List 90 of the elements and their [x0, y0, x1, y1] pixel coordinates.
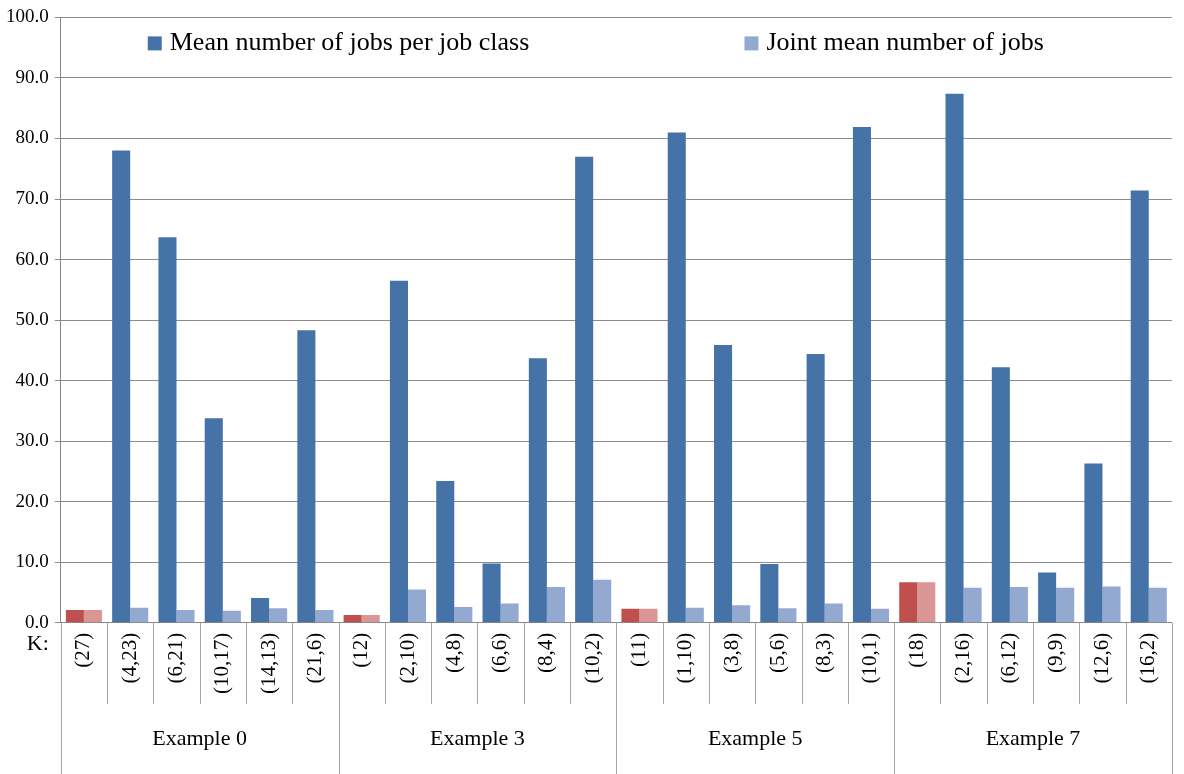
bar [158, 237, 177, 623]
bar [1009, 587, 1028, 623]
y-tick-label: 70.0 [15, 186, 49, 208]
bar [176, 610, 195, 623]
x-tick-label: (6,12) [996, 632, 1021, 684]
bar [204, 418, 223, 623]
x-tick-label: (11) [625, 632, 650, 667]
x-tick-label: (4,8) [440, 632, 465, 674]
x-tick-label: (10,17) [209, 632, 234, 695]
legend-label: Joint mean number of jobs [766, 27, 1044, 57]
bar [621, 608, 640, 623]
x-tick-label: (1,10) [672, 632, 697, 684]
x-tick-label: (14,13) [255, 632, 280, 695]
x-tick-label: (9,9) [1042, 632, 1067, 674]
bar [1102, 586, 1121, 623]
x-tick-label: (12) [348, 632, 373, 668]
x-tick-label: (16,2) [1135, 632, 1160, 684]
bar [343, 614, 362, 623]
bar [65, 610, 84, 623]
bar [917, 582, 936, 623]
y-tick-label: 30.0 [15, 429, 49, 451]
bar [963, 587, 982, 623]
bar [639, 608, 658, 623]
x-tick-label: (6,6) [487, 632, 512, 674]
bar [945, 93, 964, 623]
bar [500, 603, 519, 623]
bar [1056, 587, 1075, 623]
x-tick-label: (10,1) [857, 632, 882, 684]
bar [991, 367, 1010, 623]
bar [685, 607, 704, 623]
y-tick-label: 0.0 [25, 610, 49, 632]
bar [1130, 190, 1149, 623]
bar [389, 280, 408, 623]
bar [732, 605, 751, 623]
bar [1148, 587, 1167, 623]
bar [83, 610, 102, 623]
bar [1038, 572, 1057, 623]
x-tick-label: (8,3) [811, 632, 836, 674]
text: Example 7 [985, 724, 1081, 750]
x-axis-title: K: [26, 629, 49, 655]
x-tick-label: (2,16) [950, 632, 975, 684]
y-tick-label: 100.0 [6, 5, 49, 27]
bar [222, 610, 241, 623]
bar [482, 563, 501, 623]
bar [899, 582, 918, 623]
x-tick-label: (27) [70, 632, 95, 668]
text: Example 0 [152, 724, 247, 750]
x-tick-label: (5,6) [764, 632, 789, 674]
y-tick-label: 10.0 [15, 550, 49, 572]
text: Example 5 [707, 724, 803, 750]
y-tick-label: 40.0 [15, 368, 49, 390]
bar [593, 579, 612, 623]
bar [112, 150, 131, 623]
bar [315, 610, 334, 623]
y-tick-label: 20.0 [15, 489, 49, 511]
legend-label: Mean number of jobs per job class [169, 27, 530, 57]
bar [852, 126, 871, 623]
x-tick-label: (18) [903, 632, 928, 668]
bar [806, 353, 825, 623]
bar [269, 608, 288, 623]
bar [297, 330, 316, 623]
bar [760, 564, 779, 623]
x-tick-label: (21,6) [301, 632, 326, 684]
bar [251, 597, 270, 623]
text: Example 3 [430, 724, 525, 750]
bar [714, 344, 733, 623]
bar [575, 156, 594, 623]
bar [454, 607, 473, 623]
bar [667, 132, 686, 623]
x-tick-label: (3,8) [718, 632, 743, 674]
bar [1084, 463, 1103, 623]
bar [778, 608, 797, 623]
y-tick-label: 50.0 [15, 308, 49, 330]
bar [824, 603, 843, 623]
bar [436, 481, 455, 623]
y-tick-label: 90.0 [15, 65, 49, 87]
x-tick-label: (10,2) [579, 632, 604, 684]
bar [870, 608, 890, 623]
bar [546, 587, 565, 623]
y-tick-label: 80.0 [15, 126, 49, 148]
bar [361, 614, 380, 623]
x-tick-label: (6,21) [163, 632, 188, 684]
x-tick-label: (2,10) [394, 632, 419, 684]
x-tick-label: (8,4) [533, 632, 558, 674]
bar [528, 358, 547, 623]
y-tick-label: 60.0 [15, 247, 49, 269]
x-tick-label: (12,6) [1088, 632, 1113, 684]
x-tick-label: (4,23) [116, 632, 141, 684]
bar [130, 607, 149, 623]
bar [407, 589, 427, 623]
